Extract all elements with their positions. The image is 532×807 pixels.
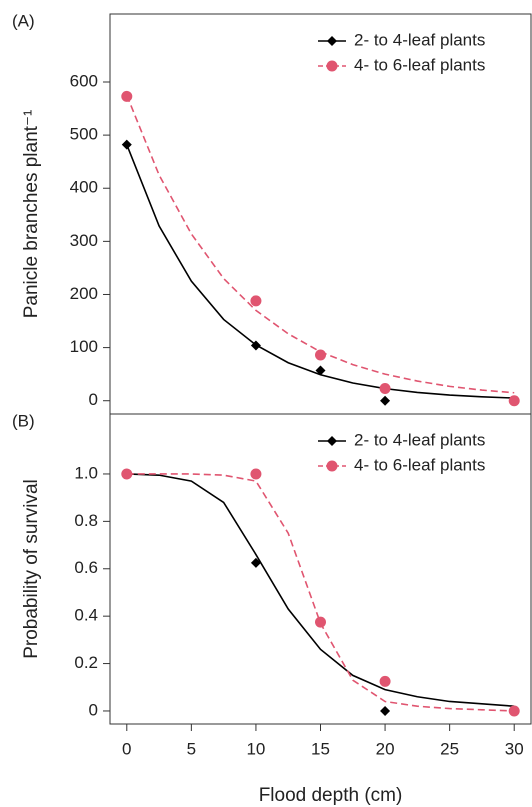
y-tick-label: 300 bbox=[70, 231, 98, 250]
marker-circle bbox=[379, 383, 391, 395]
marker-diamond bbox=[380, 705, 391, 716]
legend-marker bbox=[326, 60, 338, 72]
y-tick-label: 200 bbox=[70, 284, 98, 303]
fit-line bbox=[126, 473, 515, 708]
y-axis-label: Probability of survival bbox=[21, 479, 42, 659]
x-tick-label: 25 bbox=[440, 739, 459, 758]
y-tick-label: 500 bbox=[70, 125, 98, 144]
marker-diamond bbox=[250, 557, 261, 568]
y-tick-label: 0.2 bbox=[74, 653, 98, 672]
marker-diamond bbox=[121, 139, 132, 150]
marker-circle bbox=[315, 349, 326, 361]
x-tick-label: 10 bbox=[246, 739, 265, 758]
marker-diamond bbox=[380, 395, 391, 406]
legend-marker bbox=[327, 436, 337, 446]
x-tick-label: 30 bbox=[505, 739, 524, 758]
legend-marker bbox=[326, 460, 338, 472]
x-tick-label: 20 bbox=[376, 739, 395, 758]
fit-line bbox=[126, 473, 515, 712]
y-tick-label: 1.0 bbox=[74, 463, 98, 482]
legend-label: 4- to 6-leaf plants bbox=[354, 55, 485, 74]
y-tick-label: 0 bbox=[89, 390, 98, 409]
marker-circle bbox=[250, 468, 262, 480]
legend-label: 2- to 4-leaf plants bbox=[354, 430, 485, 449]
marker-circle bbox=[121, 90, 133, 102]
legend-label: 2- to 4-leaf plants bbox=[354, 30, 485, 49]
panel-label: (A) bbox=[12, 11, 35, 30]
marker-diamond bbox=[250, 340, 261, 351]
y-tick-label: 100 bbox=[70, 337, 98, 356]
legend-label: 4- to 6-leaf plants bbox=[354, 455, 485, 474]
marker-circle bbox=[250, 295, 262, 307]
x-tick-label: 5 bbox=[187, 739, 196, 758]
marker-circle bbox=[508, 395, 520, 407]
marker-circle bbox=[379, 675, 391, 687]
y-axis-label: Panicle branches plant⁻¹ bbox=[21, 110, 42, 319]
fit-line bbox=[126, 94, 515, 394]
y-tick-label: 600 bbox=[70, 71, 98, 90]
x-tick-label: 0 bbox=[122, 739, 131, 758]
panel-label: (B) bbox=[12, 411, 35, 430]
y-tick-label: 400 bbox=[70, 178, 98, 197]
marker-circle bbox=[508, 705, 520, 717]
marker-diamond bbox=[315, 365, 326, 376]
x-tick-label: 15 bbox=[311, 739, 330, 758]
x-axis-label: Flood depth (cm) bbox=[259, 785, 403, 806]
marker-circle bbox=[121, 468, 133, 480]
y-tick-label: 0.6 bbox=[74, 558, 98, 577]
legend-marker bbox=[327, 36, 337, 46]
y-tick-label: 0 bbox=[89, 700, 98, 719]
y-tick-label: 0.4 bbox=[74, 606, 98, 625]
marker-circle bbox=[315, 616, 326, 628]
y-tick-label: 0.8 bbox=[74, 511, 98, 530]
